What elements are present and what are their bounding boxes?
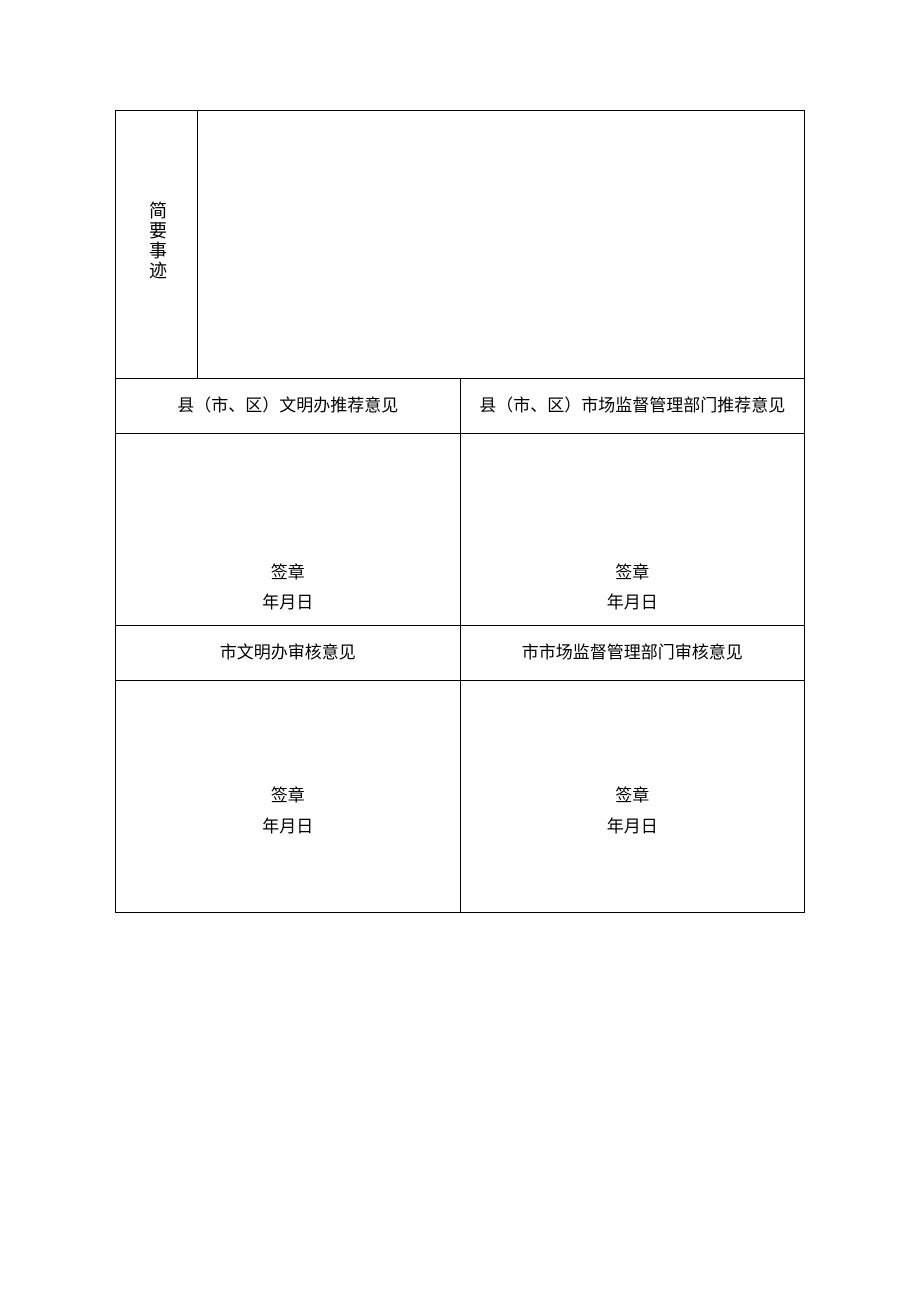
approval-form-table: 简要事迹 县（市、区）文明办推荐意见 县（市、区）市场监督管理部门推荐意见 签章… [115, 110, 805, 913]
county-body-row: 签章 年月日 签章 年月日 [116, 434, 805, 626]
city-civilization-header: 市文明办审核意见 [116, 626, 461, 681]
deeds-narrow-cell [197, 111, 460, 379]
deeds-row: 简要事迹 [116, 111, 805, 379]
county-header-row: 县（市、区）文明办推荐意见 县（市、区）市场监督管理部门推荐意见 [116, 379, 805, 434]
deeds-content-cell [460, 111, 805, 379]
county-market-sig: 签章 [461, 558, 805, 589]
city-market-header: 市市场监督管理部门审核意见 [460, 626, 805, 681]
city-civilization-date: 年月日 [116, 812, 460, 843]
county-market-body: 签章 年月日 [460, 434, 805, 626]
city-header-row: 市文明办审核意见 市市场监督管理部门审核意见 [116, 626, 805, 681]
deeds-label-cell: 简要事迹 [116, 111, 198, 379]
city-market-sig: 签章 [461, 781, 805, 812]
city-civilization-body: 签章 年月日 [116, 681, 461, 913]
city-civilization-sig: 签章 [116, 781, 460, 812]
county-market-header: 县（市、区）市场监督管理部门推荐意见 [460, 379, 805, 434]
county-civilization-sig: 签章 [116, 558, 460, 589]
city-market-date: 年月日 [461, 812, 805, 843]
city-market-body: 签章 年月日 [460, 681, 805, 913]
county-civilization-body: 签章 年月日 [116, 434, 461, 626]
county-civilization-date: 年月日 [116, 588, 460, 619]
deeds-label: 简要事迹 [144, 201, 169, 281]
county-market-date: 年月日 [461, 588, 805, 619]
county-civilization-header: 县（市、区）文明办推荐意见 [116, 379, 461, 434]
city-body-row: 签章 年月日 签章 年月日 [116, 681, 805, 913]
